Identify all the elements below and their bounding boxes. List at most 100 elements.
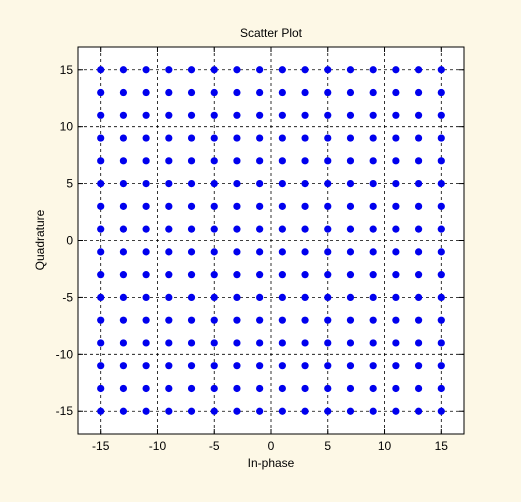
data-point — [278, 362, 286, 370]
data-point — [278, 202, 286, 210]
data-point — [233, 134, 241, 142]
data-point — [392, 134, 400, 142]
data-point — [278, 339, 286, 347]
data-point — [142, 339, 150, 347]
data-point — [414, 111, 423, 119]
data-point — [414, 362, 423, 370]
data-point — [119, 66, 128, 74]
y-tick-label: -10 — [56, 347, 74, 361]
data-point — [187, 407, 196, 415]
data-point — [369, 407, 377, 415]
data-point — [414, 225, 423, 233]
data-point — [97, 362, 105, 370]
data-point — [392, 66, 400, 74]
data-point — [142, 293, 150, 302]
data-point — [119, 111, 128, 119]
data-point — [324, 111, 332, 119]
x-tick-label: 10 — [378, 439, 392, 453]
data-point — [187, 384, 196, 393]
data-point — [369, 202, 377, 210]
data-point — [187, 66, 196, 74]
data-point — [414, 202, 423, 210]
data-point — [256, 202, 264, 210]
data-point — [437, 225, 445, 233]
data-point — [324, 293, 332, 302]
data-point — [278, 88, 286, 97]
data-point — [346, 384, 355, 393]
data-point — [119, 384, 128, 393]
data-point — [437, 316, 445, 324]
data-point — [278, 157, 286, 165]
data-point — [301, 339, 309, 347]
data-point — [437, 179, 445, 188]
data-point — [187, 225, 196, 233]
data-point — [324, 316, 332, 324]
data-point — [142, 157, 150, 165]
data-point — [301, 316, 309, 324]
data-point — [369, 248, 377, 256]
data-point — [187, 271, 196, 279]
data-point — [324, 134, 332, 142]
data-point — [256, 157, 264, 165]
data-point — [392, 362, 400, 370]
data-point — [210, 362, 218, 370]
data-point — [142, 134, 150, 142]
data-point — [324, 157, 332, 165]
y-tick-label: -15 — [56, 404, 74, 418]
data-point — [187, 362, 196, 370]
data-point — [233, 202, 241, 210]
data-point — [324, 384, 332, 393]
data-point — [392, 88, 400, 97]
data-point — [301, 225, 309, 233]
data-point — [165, 202, 173, 210]
data-point — [414, 179, 423, 188]
data-point — [369, 293, 377, 302]
y-tick-label: 15 — [60, 63, 74, 77]
y-tick-label: 0 — [66, 234, 73, 248]
data-point — [392, 248, 400, 256]
data-point — [119, 316, 128, 324]
data-point — [165, 316, 173, 324]
x-tick-label: 15 — [435, 439, 449, 453]
data-point — [346, 293, 355, 302]
data-point — [210, 407, 218, 415]
data-point — [233, 384, 241, 393]
data-point — [278, 134, 286, 142]
data-point — [301, 179, 309, 188]
data-point — [187, 202, 196, 210]
data-point — [369, 88, 377, 97]
data-point — [165, 407, 173, 415]
data-point — [97, 111, 105, 119]
data-point — [392, 179, 400, 188]
data-point — [346, 248, 355, 256]
data-point — [119, 271, 128, 279]
data-point — [414, 384, 423, 393]
x-tick-label: 5 — [324, 439, 331, 453]
data-point — [187, 179, 196, 188]
data-point — [369, 225, 377, 233]
data-point — [165, 225, 173, 233]
data-point — [165, 134, 173, 142]
data-point — [165, 271, 173, 279]
data-point — [437, 248, 445, 256]
data-point — [346, 271, 355, 279]
data-point — [301, 134, 309, 142]
data-point — [233, 88, 241, 97]
x-axis-label: In-phase — [248, 456, 295, 470]
data-point — [210, 134, 218, 142]
chart-title: Scatter Plot — [240, 26, 303, 40]
data-point — [369, 271, 377, 279]
data-point — [256, 248, 264, 256]
data-point — [392, 339, 400, 347]
data-point — [346, 66, 355, 74]
data-point — [187, 88, 196, 97]
data-point — [369, 362, 377, 370]
data-point — [414, 157, 423, 165]
data-point — [278, 293, 286, 302]
data-point — [142, 248, 150, 256]
data-point — [278, 66, 286, 74]
data-point — [414, 293, 423, 302]
data-point — [414, 134, 423, 142]
data-point — [142, 271, 150, 279]
data-point — [165, 157, 173, 165]
